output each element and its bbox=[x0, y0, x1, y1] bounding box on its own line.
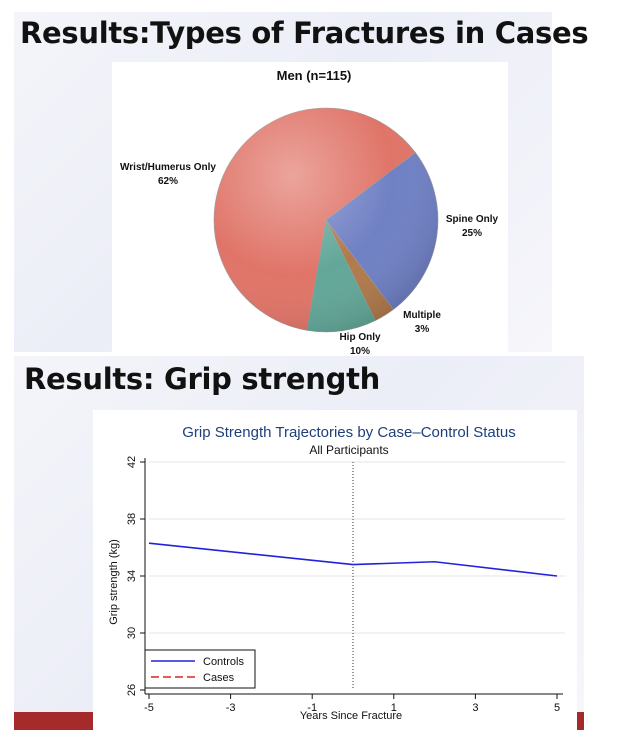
line-chart-subtitle: All Participants bbox=[309, 443, 388, 457]
line-chart-title: Grip Strength Trajectories by Case–Contr… bbox=[182, 424, 516, 441]
pie-label-multiple: Multiple bbox=[403, 310, 441, 321]
line-chart-panel: Grip Strength Trajectories by Case–Contr… bbox=[93, 410, 577, 732]
x-tick-label-5: 5 bbox=[554, 702, 560, 714]
y-tick-label-26: 26 bbox=[126, 684, 138, 696]
pie-value-hip-only: 10% bbox=[350, 346, 370, 356]
y-tick-label-42: 42 bbox=[126, 456, 138, 468]
pie-chart-panel: Men (n=115) Wrist/Humerus Only 62% Spine O… bbox=[112, 62, 508, 357]
slide-title-fractures: Results:Types of Fractures in Cases bbox=[20, 16, 589, 50]
y-tick-label-30: 30 bbox=[126, 627, 138, 639]
legend-box bbox=[144, 649, 256, 689]
y-tick-label-34: 34 bbox=[126, 570, 138, 582]
pie-value-wrist-humerus-only: 62% bbox=[158, 176, 178, 187]
slide-title-grip: Results: Grip strength bbox=[24, 362, 380, 396]
x-tick-label--3: -3 bbox=[226, 702, 236, 714]
pie-shading bbox=[214, 108, 438, 332]
x-axis-label: Years Since Fracture bbox=[300, 710, 402, 722]
x-tick-label-1: 1 bbox=[391, 702, 397, 714]
line-chart-legend: Controls Cases bbox=[144, 649, 256, 689]
x-tick-label--5: -5 bbox=[144, 702, 154, 714]
pie-label-wrist-humerus-only: Wrist/Humerus Only bbox=[120, 162, 216, 173]
pie-label-hip-only: Hip Only bbox=[339, 332, 381, 343]
pie-chart: Men (n=115) Wrist/Humerus Only 62% Spine O… bbox=[120, 68, 499, 357]
pie-value-spine-only: 25% bbox=[462, 228, 482, 239]
pie-chart-title: Men (n=115) bbox=[277, 68, 352, 83]
pie-value-multiple: 3% bbox=[415, 324, 430, 335]
legend-label-cases: Cases bbox=[203, 672, 235, 684]
pie-label-spine-only: Spine Only bbox=[446, 214, 499, 225]
line-chart: Grip Strength Trajectories by Case–Contr… bbox=[108, 424, 565, 722]
x-tick-label--1: -1 bbox=[307, 702, 317, 714]
x-tick-label-3: 3 bbox=[472, 702, 478, 714]
legend-label-controls: Controls bbox=[203, 656, 244, 668]
y-tick-label-38: 38 bbox=[126, 513, 138, 525]
series-line-controls bbox=[148, 542, 558, 577]
y-axis-label: Grip strength (kg) bbox=[108, 539, 120, 625]
